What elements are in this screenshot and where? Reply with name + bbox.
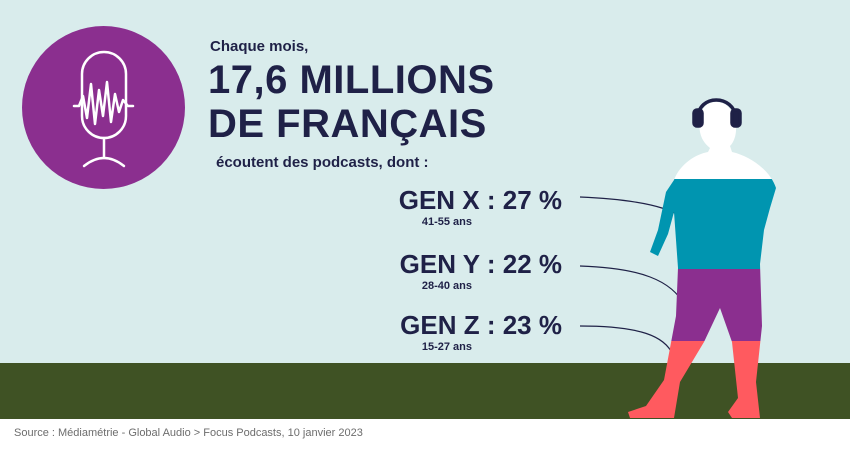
gen-z-label: GEN Z : 23 %	[400, 310, 562, 340]
gen-y-age: 28-40 ans	[421, 280, 472, 292]
subline: écoutent des podcasts, dont :	[216, 154, 429, 171]
gen-y-label: GEN Y : 22 %	[399, 249, 562, 279]
headline-line-2: DE FRANÇAIS	[208, 102, 487, 146]
footer	[0, 419, 850, 449]
listener-figure	[628, 98, 776, 418]
intro-text: Chaque mois,	[210, 38, 309, 55]
figure-top-white	[628, 102, 776, 179]
source-note: Source : Médiamétrie - Global Audio > Fo…	[14, 427, 363, 439]
background-ground	[0, 363, 850, 419]
figure-gen-z-band	[628, 341, 776, 418]
gen-z-stat: GEN Z : 23 % 15-27 ans	[400, 311, 562, 353]
headline: 17,6 MILLIONS DE FRANÇAIS	[208, 58, 495, 146]
gen-x-stat: GEN X : 27 % 41-55 ans	[399, 186, 562, 228]
headphones-icon	[692, 98, 742, 128]
microphone-icon	[72, 50, 135, 168]
figure-gen-y-band	[628, 269, 776, 341]
headline-line-1: 17,6 MILLIONS	[208, 58, 495, 102]
gen-x-label: GEN X : 27 %	[398, 185, 562, 215]
microphone-badge	[22, 26, 185, 189]
gen-y-stat: GEN Y : 22 % 28-40 ans	[400, 250, 562, 292]
figure-gen-x-band	[628, 179, 776, 269]
gen-z-age: 15-27 ans	[421, 341, 472, 353]
gen-x-age: 41-55 ans	[421, 216, 472, 228]
